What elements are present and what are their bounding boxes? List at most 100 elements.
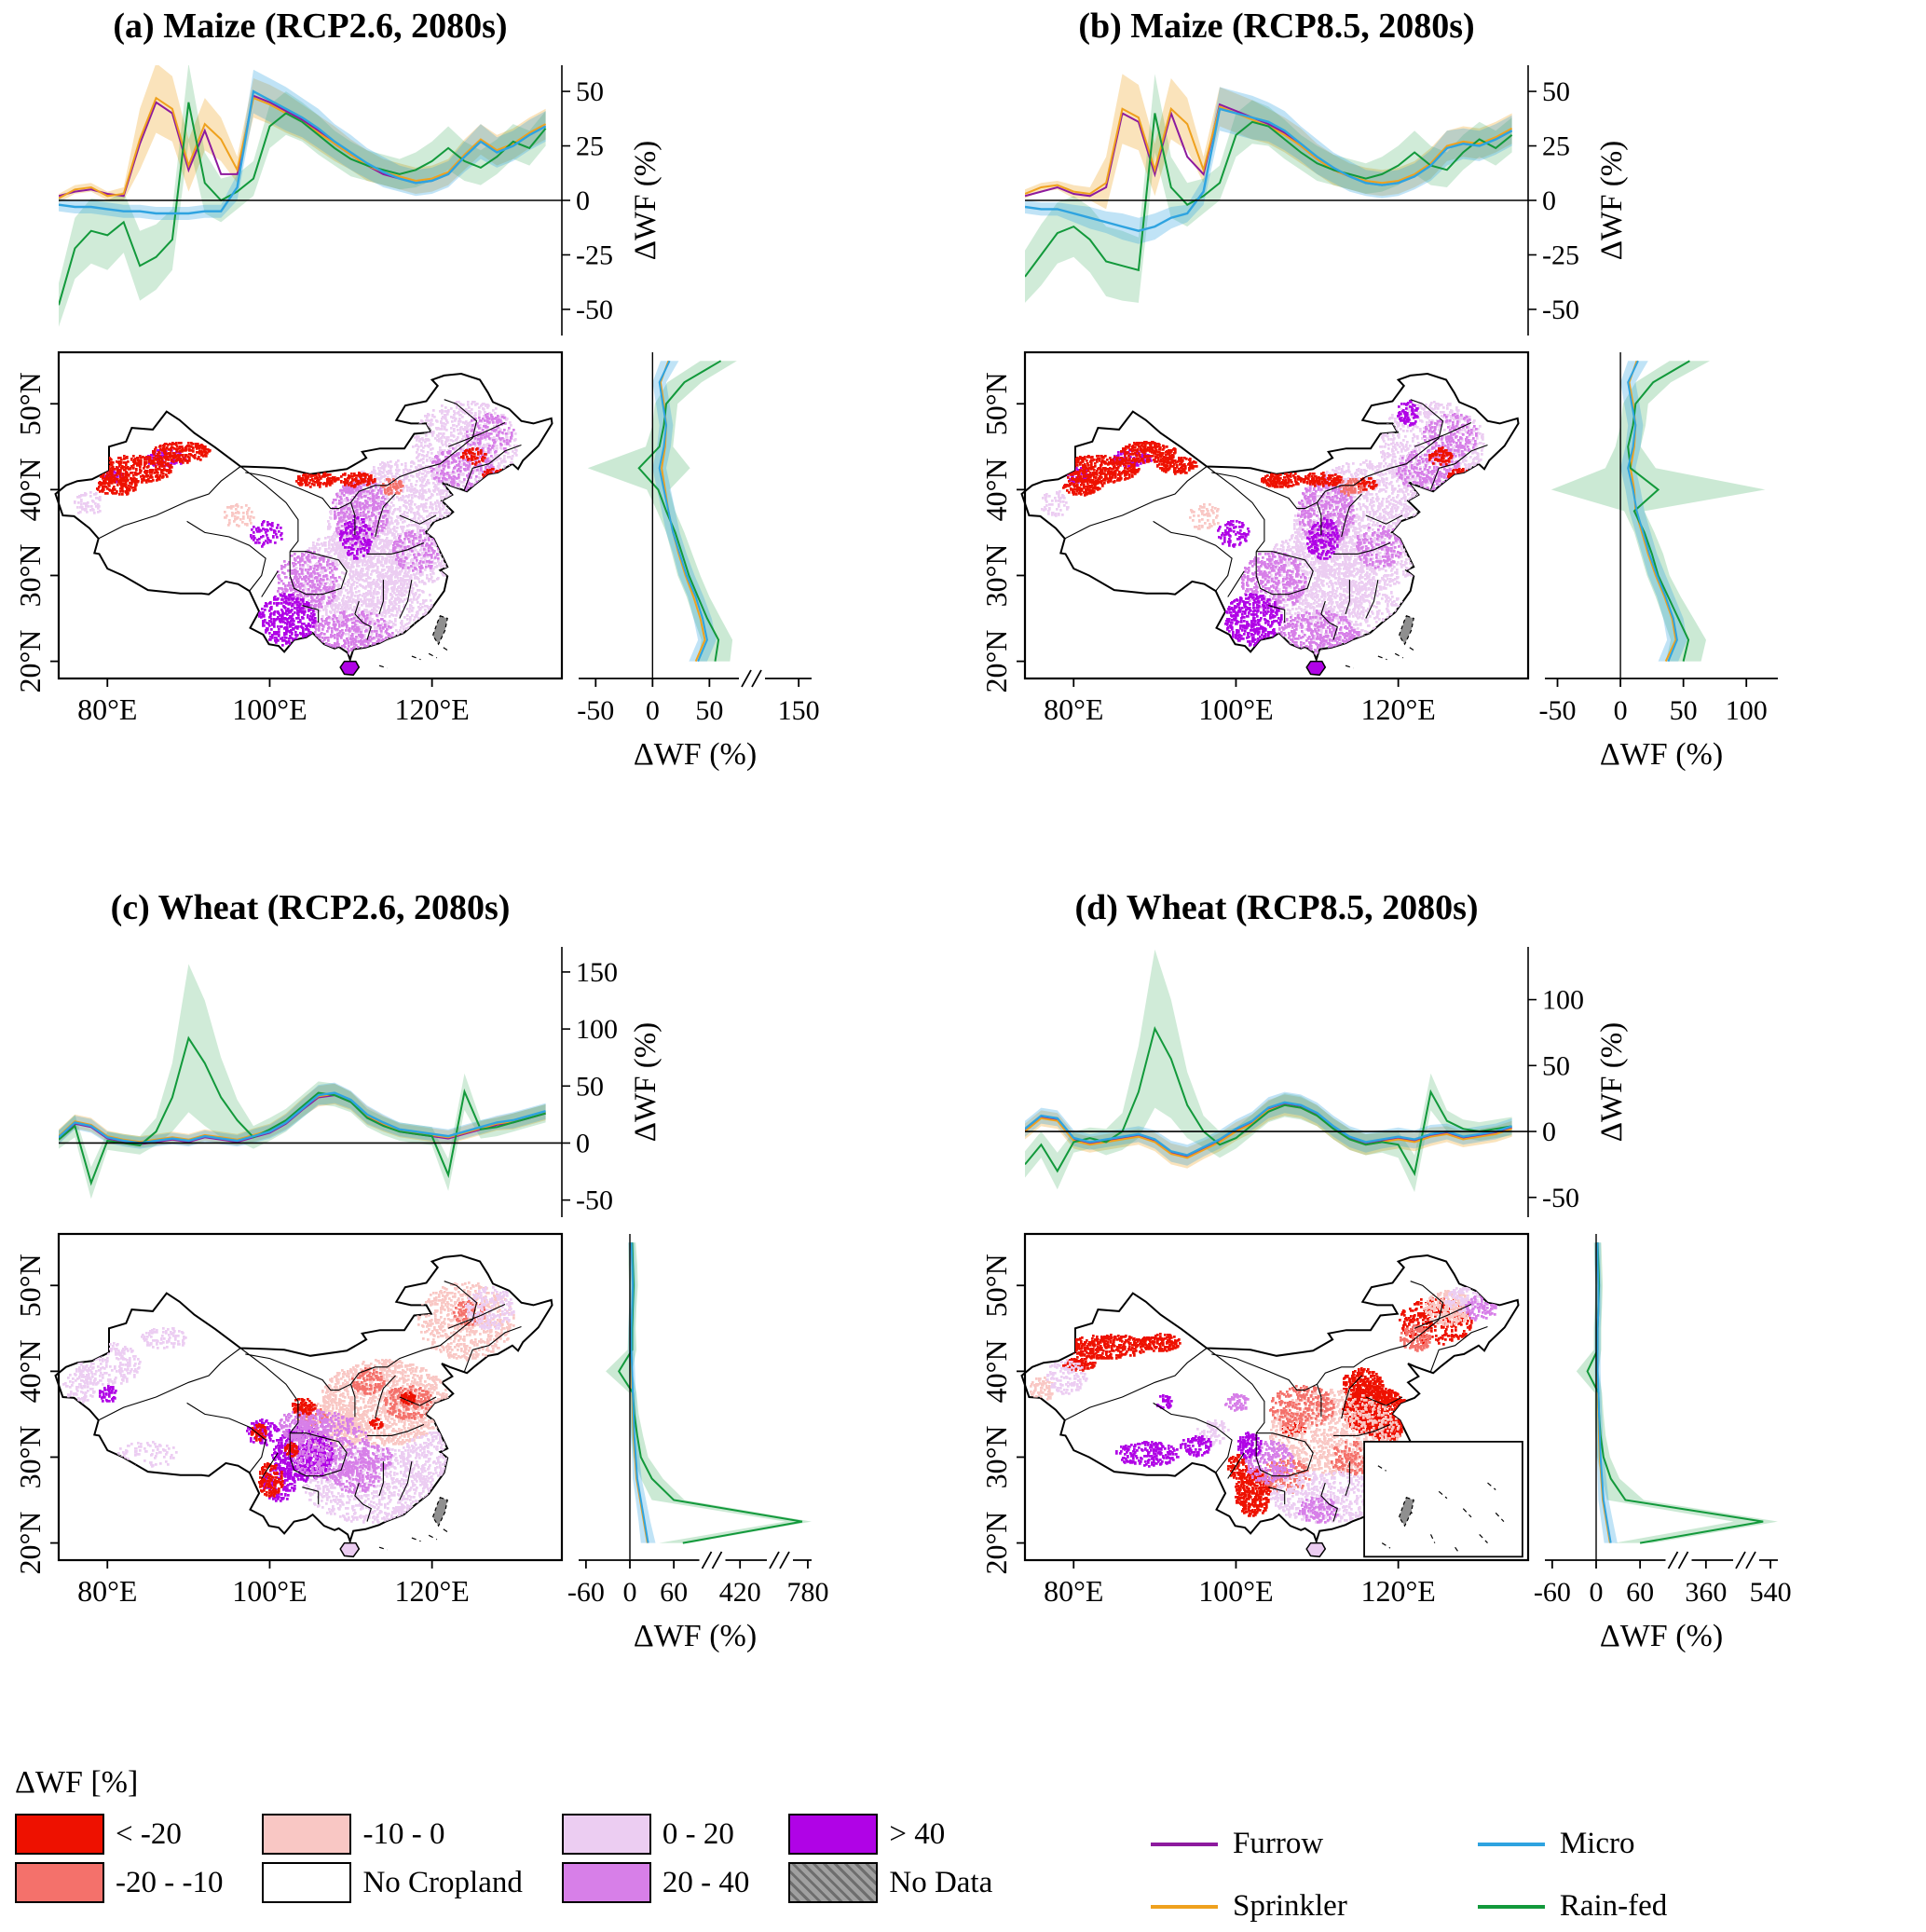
province-border <box>1365 579 1379 619</box>
swatch-neg10-0 <box>262 1814 352 1855</box>
legend-series-furrow: Furrow <box>1151 1827 1347 1861</box>
map-ytick-label: 50°N <box>13 1254 47 1317</box>
province-border <box>1064 1348 1208 1421</box>
map-region-red <box>92 455 173 484</box>
map-region-lav <box>295 528 410 624</box>
map-region-orchid <box>360 1445 393 1472</box>
map-region-red <box>1428 446 1454 466</box>
micro-line-sample <box>1477 1842 1545 1846</box>
micro-band-right <box>1620 361 1687 662</box>
map-ytick-label: 40°N <box>13 458 47 521</box>
province-border <box>1064 466 1208 540</box>
map-region-red <box>251 1423 267 1442</box>
province-border <box>239 1348 299 1434</box>
legend-category-label: < -20 <box>116 1816 182 1851</box>
map-region-violet <box>1306 517 1340 560</box>
province-border <box>1429 1325 1488 1372</box>
map-region-orchid <box>1277 610 1360 655</box>
province-border <box>378 1461 384 1497</box>
province-border <box>261 570 279 597</box>
category-legend: < -20 -20 - -10 -10 - 0 No Cropland 0 - … <box>15 1810 992 1907</box>
province-border <box>1414 422 1472 447</box>
province-border <box>367 1423 425 1436</box>
map-region-lav <box>116 1441 178 1468</box>
map-region-pink <box>320 1359 450 1446</box>
legend-category: No Cropland <box>262 1858 523 1907</box>
province-border <box>1255 551 1314 596</box>
province-border <box>375 1375 396 1419</box>
sea-island-dash <box>411 655 421 661</box>
axis-break-mark <box>1735 1551 1746 1569</box>
map-region-lav <box>327 580 443 651</box>
province-border <box>245 1281 478 1391</box>
map-region-red <box>295 471 336 488</box>
province-border <box>1333 1423 1391 1436</box>
map-region-orchid <box>332 1458 381 1494</box>
map-dots <box>74 401 519 655</box>
sea-island-dash <box>1409 647 1417 652</box>
legend-category-label: 0 - 20 <box>662 1816 734 1851</box>
map-frame <box>1023 350 1530 680</box>
map-ytick-label: 30°N <box>13 544 47 608</box>
hainan-island <box>1305 1541 1327 1558</box>
legend-category: No Data <box>788 1858 992 1907</box>
axis-break-mark <box>1677 1551 1689 1569</box>
hainan-island <box>1305 660 1327 677</box>
top-plot <box>59 65 547 327</box>
province-border <box>186 520 266 592</box>
province-border <box>399 1460 413 1500</box>
sea-island-dash <box>443 647 451 652</box>
top-ytick-label: 0 <box>1542 1117 1556 1147</box>
province-border <box>98 1348 241 1421</box>
south-china-sea-inset <box>1363 1440 1523 1558</box>
map-region-lav <box>77 1342 142 1386</box>
map-region-salmon <box>1331 1441 1372 1476</box>
swatch-20-40 <box>561 1862 651 1903</box>
top-plot <box>1025 74 1513 303</box>
map-xtick-label: 120°E <box>394 692 469 726</box>
panel-title-d: (d) Wheat (RCP8.5, 2080s) <box>1074 888 1479 927</box>
map-region-lav <box>1046 1359 1088 1395</box>
top-ylabel: ΔWF (%) <box>1595 1022 1629 1142</box>
map-region-red <box>1227 1454 1249 1480</box>
legend-category-label: No Data <box>889 1865 993 1899</box>
map-region-red <box>460 447 487 466</box>
map-region-violet <box>99 1385 117 1403</box>
panel-c: (c) Wheat (RCP2.6, 2080s) 150 100 50 0 -50 ΔW… <box>7 887 952 1726</box>
map-region-salmon <box>1269 1385 1335 1430</box>
map-xtick-label: 80°E <box>1044 692 1103 726</box>
map-region-orchid <box>287 1411 370 1481</box>
top-ylabel: ΔWF (%) <box>629 141 662 260</box>
map-region-lav <box>1196 1419 1230 1446</box>
map-region-violet <box>258 593 317 647</box>
right-xtick-label: -50 <box>577 695 614 726</box>
province-border <box>245 399 478 510</box>
province-border <box>1365 1396 1403 1406</box>
province-border <box>378 580 384 615</box>
map-region-violet <box>1112 449 1153 468</box>
right-xtick-label: 540 <box>1750 1577 1792 1608</box>
rainfed-band-right <box>587 361 737 662</box>
map-region-orchid <box>1245 1440 1295 1485</box>
rainfed-line-right <box>1627 360 1690 662</box>
inset-island-dash <box>1487 1482 1496 1490</box>
right-xtick-label: 780 <box>786 1577 828 1608</box>
map-region-salmon <box>1339 478 1364 497</box>
micro-line <box>1025 1101 1512 1157</box>
hainan-island <box>339 660 361 677</box>
map-region-violet <box>1156 1394 1173 1409</box>
province-border <box>399 1396 437 1406</box>
map-region-violet <box>1397 400 1419 427</box>
taiwan-island <box>1398 1497 1414 1528</box>
map-region-lav <box>74 491 102 514</box>
map-region-violet <box>1224 593 1283 647</box>
right-xtick-label: 50 <box>695 695 723 726</box>
right-xtick-label: 0 <box>623 1577 637 1608</box>
map-region-red <box>1156 456 1198 475</box>
map-region-lav <box>141 1327 187 1350</box>
map-region-violet <box>1180 1435 1212 1458</box>
province-border <box>1320 600 1330 623</box>
map-region-pink <box>1189 503 1220 530</box>
map-region-orchid <box>392 529 440 573</box>
province-border <box>1320 1482 1330 1505</box>
